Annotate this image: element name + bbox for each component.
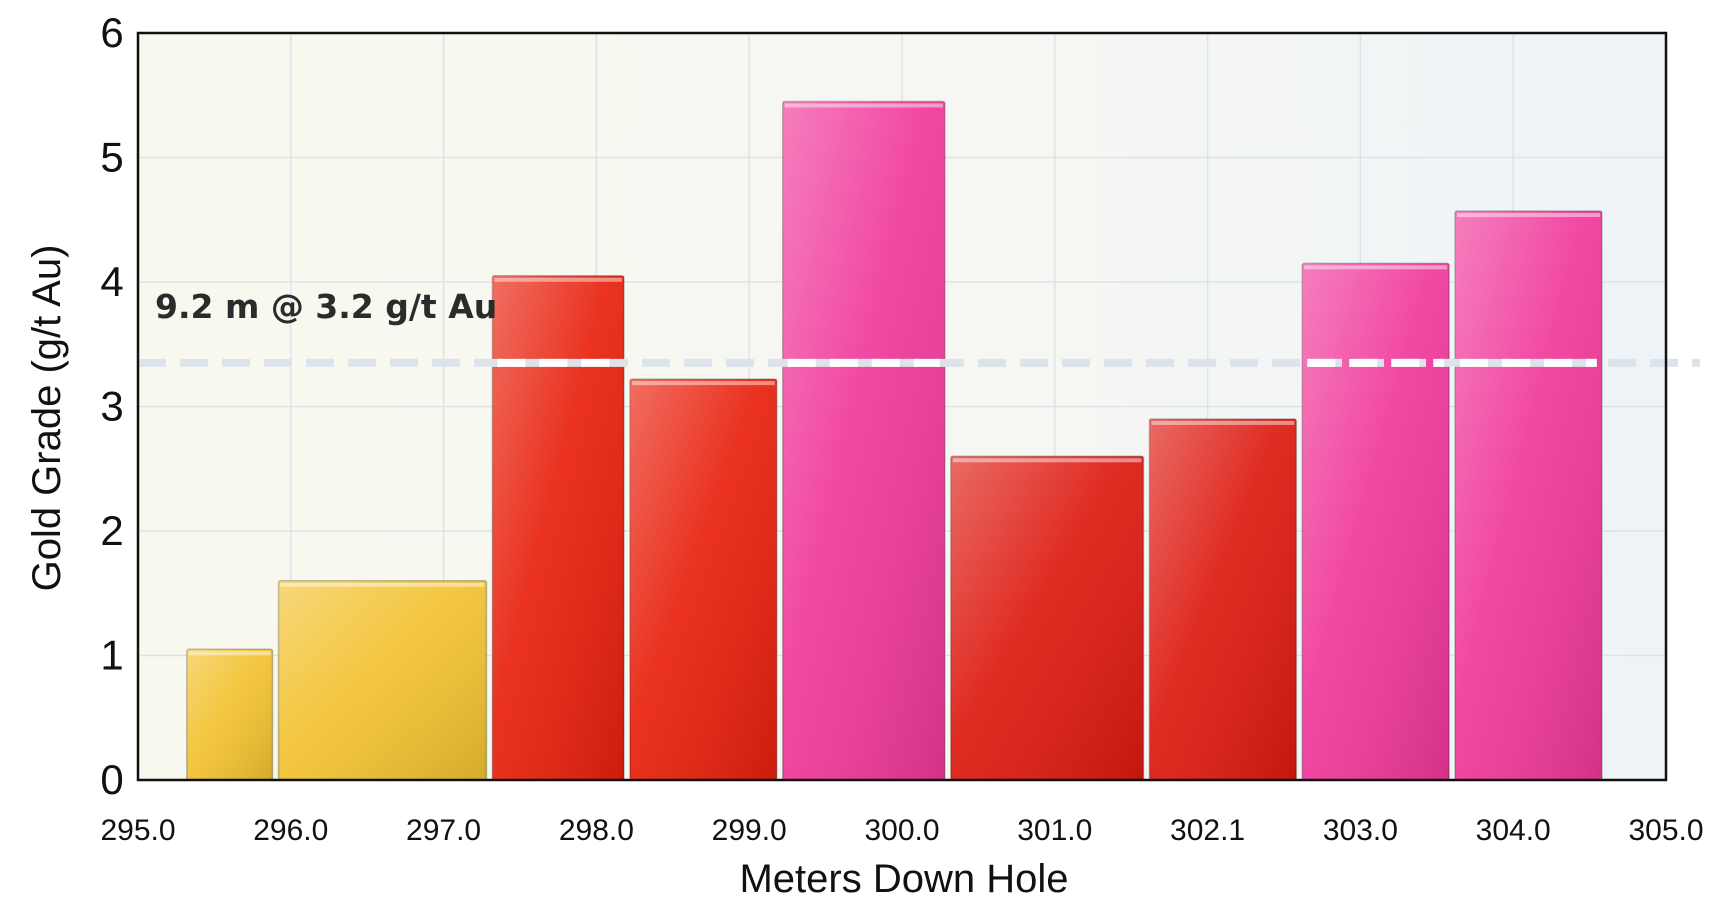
bars [186,100,1603,781]
y-tick-label: 0 [100,756,123,803]
bar-8 [1301,262,1450,781]
bar-9 [1454,210,1603,781]
y-tick-label: 6 [100,9,123,56]
x-tick-label: 299.0 [712,814,787,847]
bar-gloss [1302,263,1450,780]
x-tick-labels: 295.0 296.0 297.0 298.0 299.0 300.0 301.0 302.1… [100,814,1703,847]
bar-highlight [494,277,622,282]
x-tick-label: 295.0 [100,814,175,847]
x-tick-label: 305.0 [1628,814,1703,847]
bar-gloss [782,101,945,781]
x-tick-label: 298.0 [559,814,634,847]
x-tick-label: 304.0 [1476,814,1551,847]
bar-highlight [952,458,1142,463]
bar-3 [491,275,625,781]
x-tick-label: 297.0 [406,814,481,847]
y-axis-title: Gold Grade (g/t Au) [25,245,69,592]
grade-annotation: 9.2 m @ 3.2 g/t Au [155,287,497,326]
bar-gloss [492,275,624,780]
y-tick-labels: 0 1 2 3 4 5 6 [100,9,123,803]
bar-gloss [1455,211,1602,780]
y-tick-label: 4 [100,258,123,305]
bar-5 [782,100,946,781]
bar-2 [277,580,488,781]
bar-gloss [1149,418,1297,780]
y-tick-label: 1 [100,632,123,679]
x-tick-label: 300.0 [864,814,939,847]
axes-frame [136,31,1668,782]
bar-highlight [188,651,271,656]
x-tick-label: 303.0 [1323,814,1398,847]
x-tick-label: 302.1 [1170,814,1245,847]
x-axis-title: Meters Down Hole [739,857,1068,901]
y-tick-label: 3 [100,383,123,430]
axes-border [136,31,1668,782]
bar-highlight [1304,265,1448,270]
y-tick-label: 2 [100,507,123,554]
bar-highlight [280,582,485,587]
bar-4 [629,378,778,781]
bar-gloss [186,649,273,780]
bar-highlight [1457,213,1600,218]
y-tick-label: 5 [100,134,123,181]
x-tick-label: 301.0 [1017,814,1092,847]
x-tick-label: 296.0 [253,814,328,847]
bar-highlight [784,103,943,108]
bar-gloss [278,580,487,780]
bar-7 [1148,418,1298,781]
bar-highlight [1151,420,1295,425]
bar-1 [186,648,274,781]
bar-gloss [629,379,777,780]
bar-gloss [950,456,1144,780]
bar-highlight [631,381,775,386]
bar-6 [950,455,1145,781]
